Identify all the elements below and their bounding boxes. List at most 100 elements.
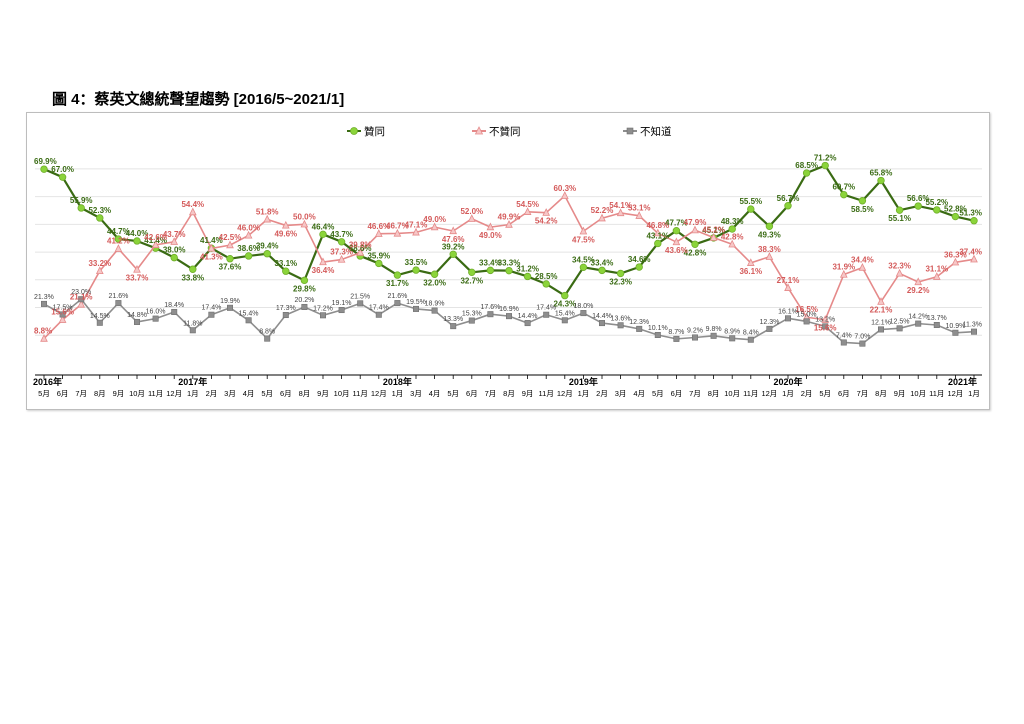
data-label: 45.1% (702, 226, 725, 235)
data-label: 46.6% (367, 222, 390, 231)
data-label: 29.2% (907, 286, 930, 295)
data-label: 31.1% (925, 265, 948, 274)
data-label: 41.2% (107, 237, 130, 246)
data-point (616, 208, 625, 217)
chart-frame: 贊同 不贊同 不知道 69.9% 67.0% 55.9% 52.3% 44.7% 44.0% 4… (26, 112, 990, 410)
x-tick-label: 3月 (615, 389, 627, 398)
data-label: 65.8% (870, 169, 893, 178)
data-label: 52.3% (88, 206, 111, 215)
data-point (96, 319, 103, 326)
data-label: 39.4% (256, 242, 279, 251)
data-point (822, 323, 829, 330)
data-point (133, 264, 141, 273)
data-point (524, 320, 531, 327)
x-tick-label: 3月 (224, 389, 236, 398)
data-point (617, 322, 624, 329)
x-tick-label: 5月 (261, 389, 273, 398)
data-label: 42.8% (684, 248, 707, 257)
data-point (654, 239, 662, 248)
data-point (281, 220, 290, 229)
data-label: 47.9% (684, 218, 707, 227)
data-label: 71.2% (814, 154, 837, 163)
x-tick-label: 11月 (929, 389, 944, 398)
legend-item: 不知道 (623, 125, 672, 138)
data-point (561, 317, 568, 324)
x-tick-label: 11月 (539, 389, 554, 398)
page-title: 圖 4：蔡英文總統聲望趨勢 [2016/5~2021/1] (52, 91, 345, 108)
data-label: 60.7% (832, 183, 855, 192)
data-label: 14.8% (127, 312, 147, 319)
data-point (40, 165, 48, 173)
x-tick-label: 2月 (206, 389, 218, 398)
data-point (932, 272, 941, 280)
data-point (729, 335, 736, 342)
data-point (449, 226, 458, 235)
data-point (337, 254, 346, 263)
data-label: 18.0% (573, 303, 593, 310)
data-point (189, 265, 197, 273)
data-label: 68.5% (795, 161, 818, 170)
data-label: 33.7% (126, 274, 149, 283)
data-point (561, 291, 569, 300)
x-tick-label: 1月 (392, 389, 404, 398)
data-point (636, 325, 643, 332)
data-label: 16.5% (795, 305, 818, 314)
data-label: 49.0% (423, 215, 446, 224)
data-point (171, 308, 178, 315)
data-point (59, 311, 66, 318)
data-label: 29.8% (293, 284, 316, 293)
data-label: 21.5% (350, 293, 370, 300)
data-point (338, 307, 345, 314)
data-label: 56.6% (907, 194, 930, 203)
data-point (915, 320, 922, 327)
x-tick-label: 5月 (447, 389, 459, 398)
data-label: 54.1% (609, 201, 632, 210)
data-point (728, 239, 737, 248)
data-point (431, 307, 438, 314)
data-point (933, 206, 941, 214)
data-point (970, 254, 978, 263)
data-point (951, 212, 960, 221)
approval-trend-chart: 贊同 不贊同 不知道 69.9%67.0%55.9%52.3%44.7%44.0%4… (33, 125, 982, 398)
data-point (58, 173, 67, 181)
x-tick-label: 1月 (578, 389, 590, 398)
data-label: 46.8% (646, 221, 669, 230)
x-tick-label: 4月 (633, 389, 645, 398)
data-label: 41.4% (200, 236, 223, 245)
x-tick-label: 10月 (724, 389, 740, 398)
x-tick-label: 6月 (838, 389, 850, 398)
x-tick-label: 4月 (243, 389, 255, 398)
data-point (133, 237, 141, 245)
data-point (802, 169, 811, 177)
x-tick-label: 11月 (353, 389, 368, 398)
data-point (449, 250, 457, 258)
data-point (653, 228, 662, 237)
legend-label: 不知道 (640, 125, 672, 138)
data-point (300, 276, 309, 285)
data-point (821, 315, 830, 323)
data-label: 9.2% (687, 327, 703, 334)
data-point (858, 197, 867, 205)
data-point (765, 222, 774, 230)
x-tick-label: 8月 (299, 389, 311, 398)
data-point (505, 313, 512, 320)
data-label: 47.5% (572, 235, 595, 244)
data-point (468, 317, 475, 324)
data-label: 10.1% (648, 325, 668, 332)
x-tick-label: 8月 (708, 389, 720, 398)
data-label: 21.6% (387, 293, 407, 300)
data-label: 42.6% (144, 233, 167, 242)
data-point (766, 325, 773, 332)
data-point (393, 228, 402, 237)
data-point (170, 253, 178, 262)
data-label: 55.5% (739, 197, 762, 206)
data-label: 11.8% (183, 320, 202, 327)
data-point (467, 214, 476, 222)
data-label: 53.1% (628, 204, 651, 213)
series-unknown (41, 296, 977, 347)
data-label: 31.7% (386, 279, 409, 288)
data-point (523, 272, 532, 281)
data-label: 15.6% (814, 324, 837, 333)
data-label: 42.5% (219, 233, 242, 242)
data-label: 35.9% (367, 251, 390, 260)
